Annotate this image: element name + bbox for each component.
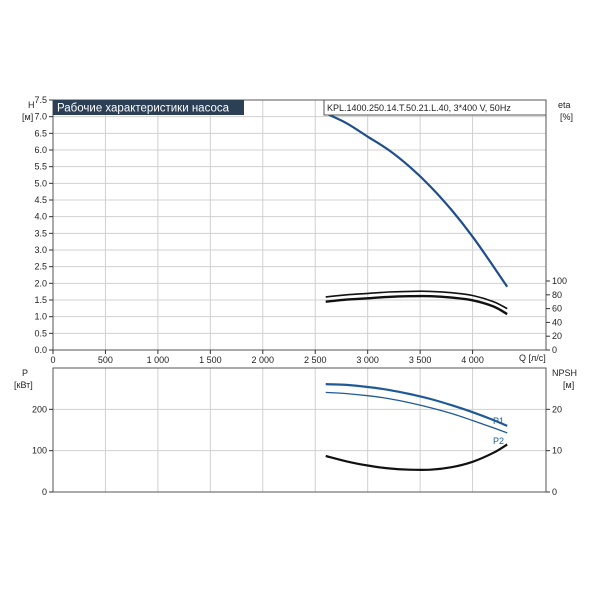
x-tick-label: 1 000 (147, 355, 170, 365)
power-tick-label: 0 (42, 487, 47, 497)
flow-axis-label: Q [л/с] (519, 353, 546, 363)
eta-curve-upper (325, 290, 508, 310)
power-axis-label: P (22, 368, 28, 378)
eta-tick-label: 0 (552, 345, 557, 355)
x-tick-label: 500 (98, 355, 113, 365)
x-tick-label: 1 500 (199, 355, 222, 365)
head-tick-label: 4.0 (34, 212, 47, 222)
head-tick-label: 0.0 (34, 345, 47, 355)
top-series (325, 112, 509, 316)
bottom-series (325, 383, 508, 472)
npsh-curve (325, 443, 508, 472)
eta-tick-label: 100 (552, 276, 567, 286)
title-box-bg (53, 100, 244, 115)
npsh-tick-label: 0 (552, 487, 557, 497)
head-tick-label: 1.0 (34, 312, 47, 322)
head-tick-label: 2.5 (34, 262, 47, 272)
eta-tick-label: 60 (552, 304, 562, 314)
npsh-axis-unit: [м] (563, 380, 574, 390)
head-tick-label: 6.5 (34, 128, 47, 138)
npsh-tick-label: 10 (552, 446, 562, 456)
top-ticks: 0 500 1 000 1 500 2 000 2 500 3 000 3 500 4 000 0… (34, 95, 567, 365)
power-tick-label: 200 (32, 404, 47, 414)
head-tick-label: 6.0 (34, 145, 47, 155)
chart-title: Рабочие характеристики насоса (57, 103, 230, 115)
bottom-grid (52, 368, 546, 493)
head-tick-label: 1.5 (34, 295, 47, 305)
x-tick-label: 2 000 (252, 355, 275, 365)
eta-axis-label: eta (558, 100, 571, 110)
bottom-plot-frame (52, 367, 547, 493)
model-label: KPL.1400.250.14.T.50.21.L.40, 3*400 V, 5… (327, 103, 511, 113)
head-curve (325, 112, 509, 288)
x-tick-label: 3 000 (356, 355, 379, 365)
p2-curve (325, 391, 508, 434)
head-axis-unit: [м] (22, 112, 33, 122)
p2-series-label: P2 (493, 436, 504, 446)
power-axis-unit: [кВт] (14, 380, 33, 390)
top-plot-frame (52, 99, 547, 351)
head-tick-label: 3.0 (34, 245, 47, 255)
head-tick-label: 4.5 (34, 195, 47, 205)
x-tick-label: 2 500 (304, 355, 327, 365)
bottom-ticks: 0 100 200 0 10 20 (32, 404, 562, 497)
head-tick-label: 5.0 (34, 178, 47, 188)
top-grid (52, 99, 546, 351)
npsh-axis-label: NPSH (552, 368, 577, 378)
x-tick-label: 3 500 (409, 355, 432, 365)
eta-tick-label: 40 (552, 317, 562, 327)
bottom-panel: 0 100 200 0 10 20 P [кВт] NPSH [м] P1 P2 (14, 367, 577, 497)
head-axis-label: H (28, 100, 35, 110)
head-tick-label: 7.5 (34, 95, 47, 105)
eta-tick-label: 80 (552, 290, 562, 300)
x-tick-label: 0 (50, 355, 55, 365)
top-panel: 0 500 1 000 1 500 2 000 2 500 3 000 3 500 4 000 0… (22, 95, 573, 365)
p1-curve (325, 383, 508, 427)
power-tick-label: 100 (32, 446, 47, 456)
x-tick-label: 4 000 (461, 355, 484, 365)
head-tick-label: 7.0 (34, 112, 47, 122)
eta-tick-label: 20 (552, 331, 562, 341)
head-tick-label: 3.5 (34, 228, 47, 238)
eta-axis-unit: [%] (560, 112, 573, 122)
eta-curve-lower (325, 294, 508, 316)
p1-series-label: P1 (493, 416, 504, 426)
head-tick-label: 0.5 (34, 328, 47, 338)
head-tick-label: 5.5 (34, 162, 47, 172)
head-tick-label: 2.0 (34, 278, 47, 288)
npsh-tick-label: 20 (552, 404, 562, 414)
model-box-bg (323, 99, 547, 116)
